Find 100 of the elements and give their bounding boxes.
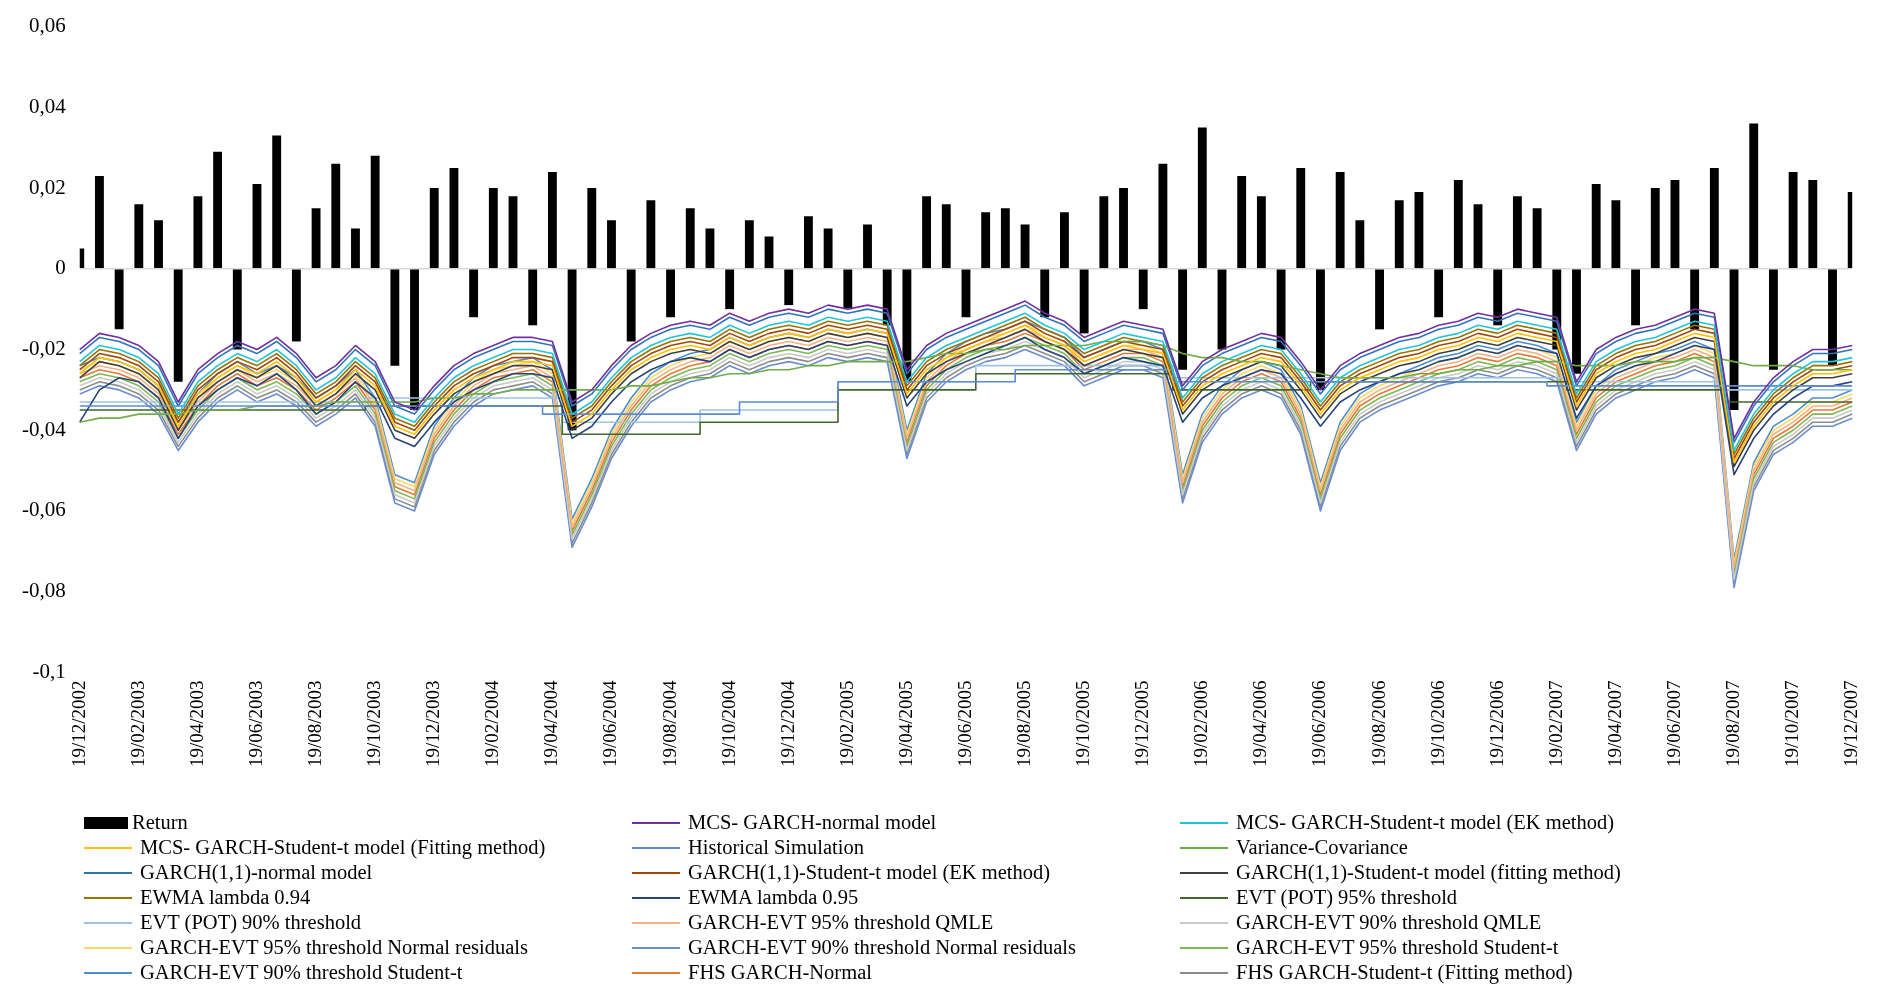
bar (272, 135, 282, 269)
bar (941, 204, 951, 269)
bar (922, 196, 932, 269)
bar (1138, 269, 1148, 310)
legend-label: Historical Simulation (688, 836, 864, 859)
bar (1375, 269, 1384, 330)
legend-label: GARCH-EVT 95% threshold Student-t (1236, 936, 1559, 959)
bar (114, 269, 124, 330)
bar (1414, 192, 1424, 269)
bar (1709, 167, 1719, 269)
x-tick-label: 19/04/2005 (894, 680, 916, 767)
legend-label: EVT (POT) 90% threshold (140, 911, 362, 934)
bar (1060, 212, 1069, 269)
y-tick-label: -0,1 (32, 658, 66, 683)
bar (1276, 269, 1286, 350)
x-tick-label: 19/06/2007 (1662, 680, 1684, 767)
legend-label: MCS- GARCH-Student-t model (EK method) (1236, 811, 1615, 834)
bar (1237, 175, 1247, 269)
x-tick-label: 19/06/2006 (1308, 680, 1330, 767)
x-tick-label: 19/10/2004 (717, 679, 739, 767)
bar (1355, 220, 1365, 269)
bar (823, 228, 833, 269)
x-tick-label: 19/10/2003 (363, 680, 385, 767)
bar (390, 269, 400, 366)
bar (528, 269, 538, 326)
bar (252, 184, 262, 269)
legend-label: GARCH(1,1)-normal model (140, 861, 373, 884)
bar (1335, 171, 1345, 269)
x-tick-label: 19/12/2007 (1840, 680, 1862, 767)
bar (607, 220, 616, 269)
x-tick-label: 19/10/2005 (1072, 680, 1094, 767)
bar (1000, 208, 1010, 269)
bar (429, 188, 439, 269)
bar (193, 196, 203, 269)
bar (1178, 269, 1188, 370)
bar (843, 269, 853, 310)
x-tick-label: 19/08/2007 (1722, 680, 1744, 767)
bar (1591, 184, 1601, 269)
x-tick-label: 19/08/2004 (658, 679, 680, 767)
bar (311, 208, 321, 269)
bar (95, 175, 104, 269)
x-tick-label: 19/06/2005 (953, 680, 975, 767)
y-tick-label: -0,02 (21, 336, 66, 361)
bar (232, 269, 242, 350)
y-tick-label: -0,04 (21, 416, 67, 441)
legend-label: EWMA lambda 0.95 (688, 886, 859, 909)
bar (784, 269, 794, 306)
bar (666, 269, 675, 318)
x-tick-label: 19/12/2005 (1131, 680, 1153, 767)
bar (1197, 127, 1207, 269)
x-tick-label: 19/08/2003 (304, 680, 326, 767)
bar (1453, 179, 1463, 269)
bar (1394, 200, 1404, 269)
legend-label: FHS GARCH-Normal (688, 961, 872, 984)
bar (1119, 188, 1128, 269)
x-tick-label: 19/12/2006 (1485, 680, 1507, 767)
legend-label: GARCH(1,1)-Student-t model (EK method) (688, 861, 1051, 884)
x-tick-label: 19/10/2006 (1426, 680, 1448, 767)
bar (1040, 269, 1050, 318)
bar (173, 269, 183, 382)
bar (1631, 269, 1640, 326)
bar (410, 269, 419, 411)
bar (547, 171, 557, 269)
bar (1493, 269, 1503, 326)
bar (488, 188, 498, 269)
y-tick-label: 0 (55, 255, 66, 280)
x-tick-label: 19/08/2006 (1367, 680, 1389, 767)
x-tick-label: 19/04/2006 (1249, 680, 1271, 767)
legend-label: GARCH(1,1)-Student-t model (fitting method) (1236, 861, 1621, 884)
bar (331, 163, 341, 269)
legend-label: Variance-Covariance (1236, 836, 1408, 859)
x-tick-label: 19/08/2005 (1013, 680, 1035, 767)
bar (291, 269, 301, 342)
bar (469, 269, 479, 318)
x-tick-label: 19/06/2003 (244, 680, 266, 767)
bar (449, 167, 459, 269)
bar (1670, 179, 1680, 269)
x-tick-label: 19/04/2007 (1603, 680, 1625, 767)
y-tick-label: -0,08 (21, 578, 66, 603)
legend-label: GARCH-EVT 90% threshold Student-t (140, 961, 463, 984)
bar (134, 204, 144, 269)
legend-label: GARCH-EVT 95% threshold QMLE (688, 911, 994, 934)
bar (981, 212, 991, 269)
bar (351, 228, 360, 269)
y-tick-label: 0,04 (28, 93, 67, 118)
bar (587, 188, 597, 269)
x-tick-label: 19/12/2003 (422, 680, 444, 767)
bar (370, 155, 380, 269)
bar (1768, 269, 1778, 370)
bar (1650, 188, 1660, 269)
x-tick-label: 19/06/2004 (599, 679, 621, 767)
bar (1316, 269, 1325, 390)
legend-label: EWMA lambda 0.94 (140, 886, 311, 909)
bar (1572, 269, 1581, 374)
x-tick-label: 19/02/2003 (126, 680, 148, 767)
bar (1611, 200, 1621, 269)
bar (1296, 167, 1306, 269)
bar (213, 151, 223, 269)
legend-label: EVT (POT) 95% threshold (1236, 886, 1458, 909)
x-tick-label: 19/02/2006 (1190, 680, 1212, 767)
